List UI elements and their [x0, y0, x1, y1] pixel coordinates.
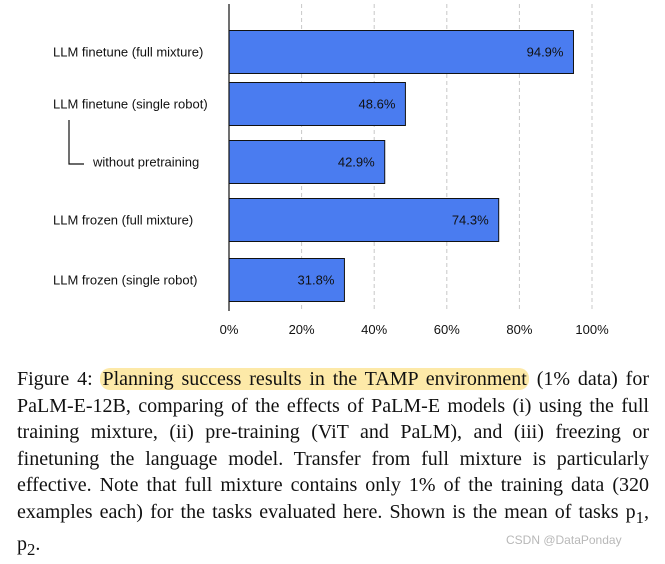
- caption-highlight: Planning success results in the TAMP env…: [100, 368, 529, 390]
- category-labels: LLM finetune (full mixture) LLM finetune …: [53, 45, 208, 288]
- bar-value-label: 42.9%: [338, 155, 375, 170]
- sub-category-bracket: [68, 120, 84, 165]
- category-label: without pretraining: [92, 155, 199, 170]
- bar: [228, 198, 500, 242]
- x-tick-label: 40%: [361, 322, 387, 337]
- bar: [228, 82, 406, 126]
- bar-value-label: 31.8%: [298, 273, 335, 288]
- category-label: LLM frozen (full mixture): [53, 213, 193, 228]
- category-label: LLM finetune (full mixture): [53, 45, 203, 60]
- caption-subscript-2: 2: [27, 540, 36, 559]
- bar-value-label: 74.3%: [452, 213, 489, 228]
- category-label: LLM finetune (single robot): [53, 97, 208, 112]
- bar: [228, 258, 345, 302]
- bar-value-label: 48.6%: [359, 97, 396, 112]
- bar: [228, 140, 386, 184]
- caption-subscript-1: 1: [635, 507, 644, 527]
- caption-end: .: [35, 533, 41, 555]
- x-tick-labels: 0% 20% 40% 60% 80% 100%: [220, 322, 609, 337]
- watermark: CSDN @DataPonday: [506, 533, 622, 547]
- x-tick-label: 0%: [220, 322, 239, 337]
- x-tick-label: 60%: [434, 322, 460, 337]
- bar-value-label: 94.9%: [527, 45, 564, 60]
- caption-body: (1% data) for PaLM-E-12B, comparing of t…: [17, 368, 649, 523]
- bar: [228, 30, 574, 74]
- caption-separator: , p: [17, 500, 649, 556]
- figure-caption: Figure 4: Planning success results in th…: [17, 366, 649, 564]
- category-label: LLM frozen (single robot): [53, 273, 198, 288]
- bars: 94.9% 48.6% 42.9% 74.3% 31.8%: [228, 30, 574, 302]
- bar-chart: 94.9% 48.6% 42.9% 74.3% 31.8% 0% 20% 40% 60% 80%…: [53, 4, 609, 337]
- caption-prefix: Figure 4:: [17, 368, 93, 390]
- x-tick-label: 100%: [575, 322, 609, 337]
- x-tick-label: 80%: [506, 322, 532, 337]
- x-tick-label: 20%: [289, 322, 315, 337]
